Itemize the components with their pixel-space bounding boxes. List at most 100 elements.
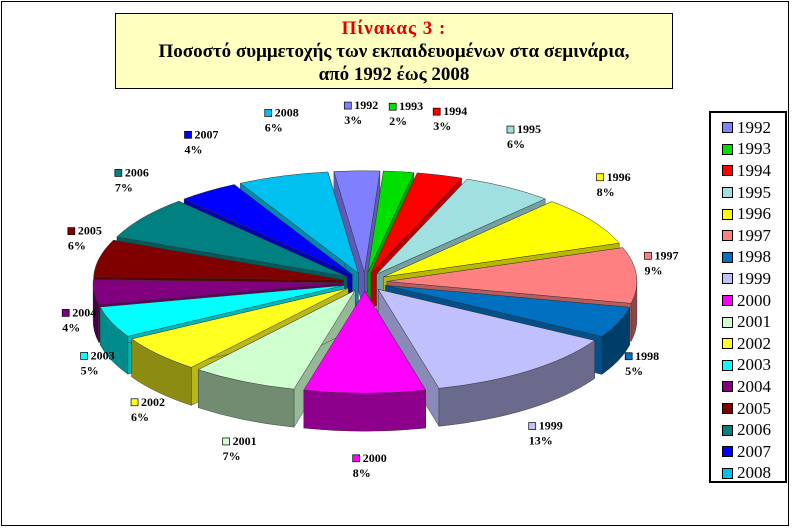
- legend-swatch: [722, 316, 733, 328]
- data-label-percent-1997: 9%: [644, 263, 662, 277]
- legend-label: 1992: [737, 117, 771, 137]
- data-label-year-1996: 1996: [607, 170, 631, 184]
- legend-swatch: [722, 208, 733, 220]
- data-label-year-2005: 2005: [78, 224, 102, 238]
- legend-label: 2006: [737, 420, 771, 440]
- data-label-swatch-2003: [80, 352, 88, 360]
- legend-label: 2004: [737, 376, 771, 396]
- legend-item-1998: 1998: [711, 247, 785, 269]
- legend-item-2005: 2005: [711, 398, 785, 420]
- legend-swatch: [722, 403, 733, 415]
- data-label-year-2003: 2003: [91, 348, 115, 362]
- legend-label: 1998: [737, 247, 771, 267]
- pie-slice-1999: [377, 288, 596, 428]
- legend-item-1993: 1993: [711, 139, 785, 161]
- data-label-year-1998: 1998: [635, 349, 659, 363]
- data-label-swatch-2001: [222, 437, 230, 446]
- data-label-year-2000: 2000: [363, 451, 387, 465]
- legend-item-1996: 1996: [711, 203, 785, 225]
- legend-item-1999: 1999: [711, 268, 785, 290]
- data-label-swatch-1992: [343, 101, 352, 110]
- legend-swatch: [722, 122, 733, 134]
- legend-item-2001: 2001: [711, 311, 785, 333]
- data-label-year-2006: 2006: [125, 165, 149, 179]
- data-label-year-1993: 1993: [399, 99, 423, 113]
- data-label-percent-2003: 5%: [81, 363, 99, 377]
- data-label-percent-2000: 8%: [353, 466, 371, 480]
- legend-item-2004: 2004: [711, 376, 785, 398]
- legend-item-2003: 2003: [711, 355, 785, 377]
- data-label-year-1992: 1992: [354, 98, 378, 112]
- pie-slice-2000: [303, 290, 427, 432]
- data-label-swatch-2002: [130, 398, 139, 407]
- legend-label: 2003: [737, 355, 771, 375]
- legend-swatch: [722, 187, 733, 199]
- legend-label: 2008: [737, 463, 771, 483]
- legend-item-2000: 2000: [711, 290, 785, 312]
- legend-swatch: [722, 230, 733, 242]
- legend-swatch: [722, 381, 733, 393]
- legend-label: 2000: [737, 290, 771, 310]
- legend-item-2007: 2007: [711, 441, 785, 463]
- data-label-year-2007: 2007: [195, 127, 219, 141]
- legend-item-1992: 1992: [711, 117, 785, 139]
- data-label-percent-2008: 6%: [265, 120, 283, 134]
- legend-label: 2007: [737, 441, 771, 461]
- data-label-year-1999: 1999: [539, 419, 563, 433]
- data-label-swatch-2000: [352, 454, 361, 463]
- legend-swatch: [722, 338, 733, 350]
- data-label-year-2001: 2001: [233, 434, 257, 448]
- legend-label: 1993: [737, 139, 771, 159]
- data-label-year-2008: 2008: [275, 105, 299, 119]
- data-label-percent-2006: 7%: [115, 180, 133, 194]
- data-label-percent-1993: 2%: [389, 114, 407, 128]
- data-label-swatch-2004: [61, 309, 70, 317]
- legend-item-2002: 2002: [711, 333, 785, 355]
- data-label-year-1994: 1994: [443, 104, 467, 118]
- data-label-percent-2002: 6%: [131, 410, 149, 424]
- legend-label: 1994: [737, 160, 771, 180]
- data-label-swatch-2007: [184, 130, 192, 139]
- data-label-year-2002: 2002: [141, 395, 165, 409]
- data-label-percent-1999: 13%: [529, 434, 553, 448]
- data-label-percent-2004: 4%: [62, 320, 80, 334]
- legend-item-1997: 1997: [711, 225, 785, 247]
- chart-legend: 1992 1993 1994 1995 1996 1997 1998 1999 2000 2001…: [709, 111, 787, 483]
- legend-label: 2005: [737, 398, 771, 418]
- data-label-swatch-1994: [432, 107, 441, 116]
- legend-label: 1995: [737, 182, 771, 202]
- data-label-year-2004: 2004: [72, 305, 96, 319]
- legend-swatch: [722, 446, 733, 458]
- chart-title-line2: Ποσοστό συμμετοχής των εκπαιδευομένων στ…: [158, 41, 630, 62]
- legend-swatch: [722, 165, 733, 177]
- data-label-swatch-2005: [67, 227, 76, 235]
- legend-item-1995: 1995: [711, 182, 785, 204]
- legend-item-1994: 1994: [711, 160, 785, 182]
- legend-swatch: [722, 424, 733, 436]
- data-label-swatch-1996: [596, 173, 604, 182]
- data-label-percent-2005: 6%: [68, 239, 86, 253]
- data-label-percent-2001: 7%: [223, 449, 241, 463]
- data-label-percent-2007: 4%: [185, 142, 203, 156]
- legend-item-2008: 2008: [711, 463, 785, 485]
- data-label-swatch-2006: [114, 169, 123, 177]
- legend-label: 1999: [737, 268, 771, 288]
- chart-title-box: Πίνακας 3 : Ποσοστό συμμετοχής των εκπαι…: [115, 13, 673, 89]
- legend-label: 1997: [737, 225, 771, 245]
- legend-swatch: [722, 251, 733, 263]
- data-label-percent-1998: 5%: [625, 364, 643, 378]
- legend-label: 2001: [737, 312, 771, 332]
- data-label-swatch-1999: [528, 422, 537, 430]
- data-label-year-1995: 1995: [517, 122, 541, 136]
- legend-item-2006: 2006: [711, 419, 785, 441]
- data-label-swatch-1995: [506, 125, 515, 134]
- data-label-percent-1994: 3%: [433, 119, 451, 133]
- chart-title-line1: Πίνακας 3 :: [341, 18, 447, 39]
- data-label-percent-1992: 3%: [344, 113, 362, 127]
- legend-swatch: [722, 143, 733, 155]
- data-label-swatch-1998: [624, 352, 633, 361]
- data-label-percent-1995: 6%: [507, 137, 525, 151]
- data-label-swatch-2008: [264, 109, 273, 117]
- legend-label: 2002: [737, 333, 771, 353]
